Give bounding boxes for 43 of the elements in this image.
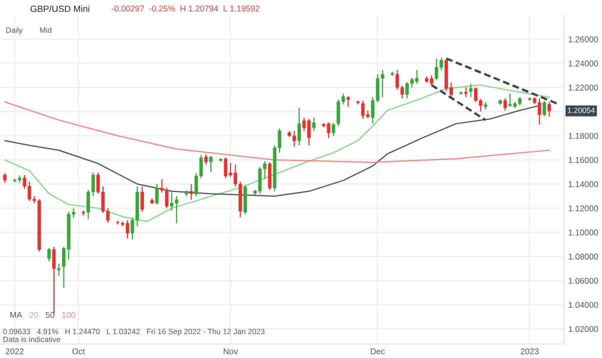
x-tick-label: Dec <box>370 348 385 354</box>
legend-title: MA <box>10 312 22 318</box>
candlestick <box>3 172 7 184</box>
x-tick-label: 2022 <box>6 348 24 354</box>
candlestick <box>346 95 350 108</box>
candlestick <box>116 220 120 226</box>
candlestick <box>469 83 473 98</box>
line-series <box>4 84 550 222</box>
chart-subtitle: -0.00297 -0.25% H 1.20794 L 1.19592 <box>112 6 260 12</box>
candlestick <box>155 183 159 206</box>
x-tick-label: Oct <box>72 348 85 354</box>
y-tick-label: 1.08000 <box>568 254 598 260</box>
candlestick <box>542 100 546 117</box>
y-tick-label: 1.10000 <box>568 230 598 236</box>
y-tick-label: 1.26000 <box>568 36 598 42</box>
candlestick <box>464 86 468 98</box>
candlestick <box>47 247 51 262</box>
y-tick-label: 1.22000 <box>568 84 598 91</box>
y-tick-label: 1.16000 <box>568 157 598 163</box>
candlestick <box>548 102 552 118</box>
candlestick <box>190 183 193 200</box>
text: 20 <box>30 312 38 318</box>
candlestick <box>503 98 507 111</box>
candlestick <box>57 263 61 276</box>
text: 100 <box>62 312 76 318</box>
chart-title: GBP/USD Mini <box>30 5 90 12</box>
line-series <box>4 101 550 163</box>
x-tick-label: Nov <box>224 348 238 354</box>
y-tick-label: 1.14000 <box>568 181 598 188</box>
candlestick <box>332 122 336 136</box>
y-tick-label: 1.12000 <box>568 205 598 212</box>
y-tick-label: 1.06000 <box>568 278 598 284</box>
candlestick <box>297 107 301 146</box>
y-tick-label: 1.18000 <box>568 132 598 139</box>
candlestick <box>312 117 316 132</box>
candlestick <box>204 154 208 166</box>
y-tick-label: 1.04000 <box>568 302 598 308</box>
text: 50 <box>46 312 54 318</box>
x-tick-label: 2023 <box>520 348 539 354</box>
candlestick <box>209 156 213 173</box>
y-tick-label: 1.02000 <box>568 326 598 332</box>
candlestick <box>140 186 144 212</box>
y-tick-label: 1.24000 <box>568 60 598 66</box>
